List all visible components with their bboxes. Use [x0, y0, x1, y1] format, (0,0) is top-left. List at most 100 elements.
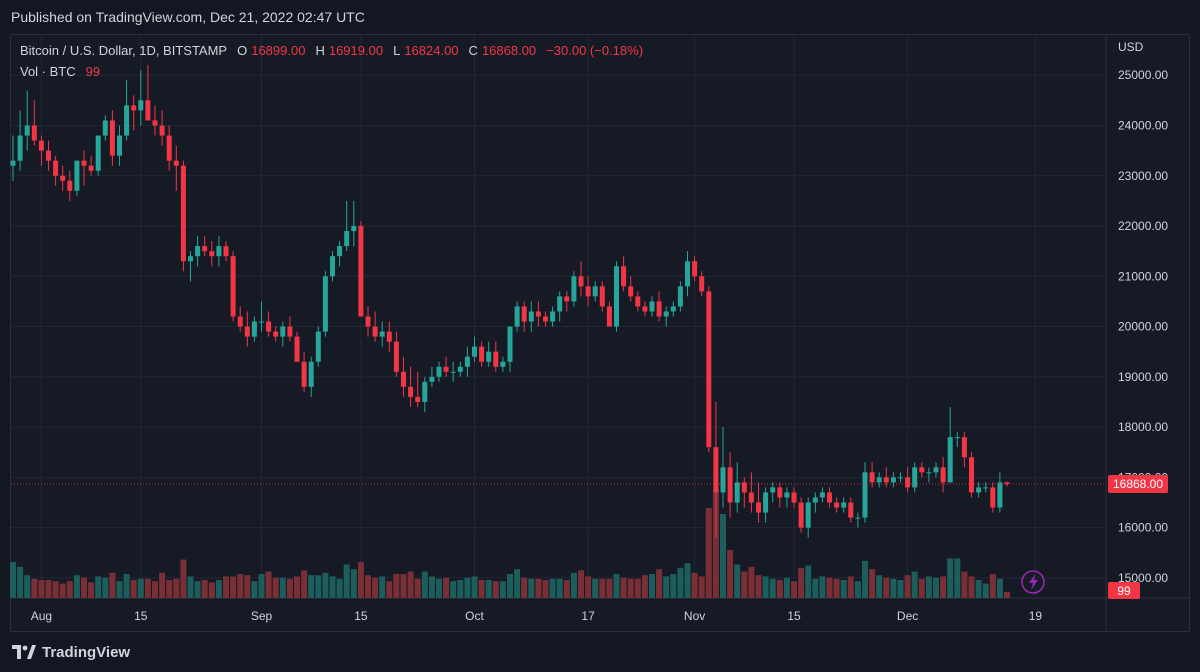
candle-body: [578, 276, 584, 287]
volume-bar: [350, 569, 357, 598]
volume-bar: [535, 578, 542, 598]
volume-bar: [73, 575, 80, 598]
volume-bar: [102, 577, 109, 598]
candle-body: [330, 256, 335, 277]
volume-bar: [166, 580, 173, 598]
candle-body: [237, 316, 243, 327]
volume-bar: [933, 577, 939, 598]
volume-bar: [187, 576, 194, 598]
volume-bar: [436, 578, 442, 598]
volume-bar: [159, 572, 166, 598]
candle-body: [379, 331, 385, 337]
volume-bar: [961, 571, 968, 598]
candle-body: [365, 316, 371, 327]
chart-frame[interactable]: [10, 34, 1190, 632]
candle-body: [60, 175, 66, 181]
candle-body: [699, 276, 705, 292]
open-value: 16899.00: [251, 43, 306, 58]
volume-bar: [578, 570, 584, 598]
volume-row: Vol · BTC 99: [20, 61, 649, 82]
x-tick-label: Nov: [684, 609, 705, 623]
candle-body: [642, 306, 648, 312]
volume-bar: [542, 580, 549, 598]
volume-bar: [485, 580, 492, 598]
candle-body: [152, 120, 158, 126]
volume-bar: [691, 572, 698, 598]
volume-bar: [947, 558, 954, 598]
candle-body: [876, 477, 882, 483]
tradingview-logo[interactable]: TradingView: [12, 644, 130, 661]
symbol-title[interactable]: Bitcoin / U.S. Dollar, 1D, BITSTAMP: [20, 43, 228, 58]
candle-body: [415, 396, 421, 402]
candle-body: [95, 135, 101, 171]
candle-body: [791, 492, 797, 503]
x-tick-label: 17: [581, 609, 595, 623]
candle-body: [124, 105, 130, 136]
volume-badge-label: 99: [1117, 584, 1131, 598]
candle-body: [848, 502, 854, 518]
candle-body: [514, 306, 520, 327]
y-tick-label: 23000.00: [1118, 169, 1168, 183]
y-tick-label: 20000.00: [1118, 320, 1168, 334]
volume-bar: [968, 576, 975, 598]
candle-body: [408, 386, 414, 397]
candle-body: [159, 125, 165, 136]
volume-bar: [627, 578, 634, 598]
volume-bar: [272, 577, 279, 598]
volume-bar: [698, 576, 705, 598]
volume-bar: [585, 576, 592, 598]
volume-bar: [705, 508, 712, 598]
volume-bar: [854, 581, 861, 598]
candle-body: [819, 492, 825, 498]
volume-bar: [684, 563, 691, 598]
candle-body: [976, 487, 982, 493]
candle-body: [486, 351, 492, 362]
y-tick-label: 22000.00: [1118, 219, 1168, 233]
volume-bar: [826, 577, 833, 598]
candle-body: [145, 100, 151, 121]
candle-body: [507, 326, 513, 362]
volume-bar: [989, 574, 996, 598]
volume-bar: [215, 580, 222, 598]
high-value: 16919.00: [328, 43, 384, 58]
volume-bar: [322, 572, 329, 598]
candle-body: [770, 487, 776, 493]
volume-bar: [940, 576, 947, 598]
volume-bar: [755, 575, 762, 598]
volume-bar: [791, 581, 797, 598]
candle-body: [677, 286, 683, 307]
candle-body: [649, 301, 655, 312]
candle-body: [656, 301, 662, 317]
volume-bar: [45, 580, 52, 598]
candle-body: [592, 286, 598, 297]
candle-body: [173, 160, 179, 166]
x-tick-label: Oct: [465, 609, 484, 623]
volume-bar: [109, 572, 116, 598]
candle-body: [294, 336, 300, 362]
candle-body: [209, 251, 215, 257]
volume-bar: [883, 577, 890, 598]
candle-body: [756, 502, 761, 513]
volume-bar: [798, 568, 805, 598]
volume-bar: [400, 574, 407, 598]
volume-bar: [130, 580, 137, 598]
volume-bar: [31, 578, 38, 598]
candle-body: [443, 366, 449, 372]
volume-bar: [372, 577, 379, 598]
volume-label[interactable]: Vol · BTC: [20, 64, 76, 79]
candle-body: [230, 256, 236, 317]
candle-body: [571, 276, 577, 302]
volume-bar: [230, 576, 237, 598]
lightning-icon[interactable]: [1021, 570, 1045, 594]
candle-body: [777, 487, 783, 498]
volume-bar: [88, 582, 95, 598]
candle-body: [117, 135, 122, 156]
volume-bar: [869, 569, 876, 598]
candle-body: [969, 457, 974, 493]
close-value: 16868.00: [481, 43, 537, 58]
x-tick-label: Sep: [251, 609, 273, 623]
volume-bar: [81, 577, 87, 598]
footer: TradingView: [0, 632, 1200, 672]
volume-bar: [748, 566, 755, 598]
